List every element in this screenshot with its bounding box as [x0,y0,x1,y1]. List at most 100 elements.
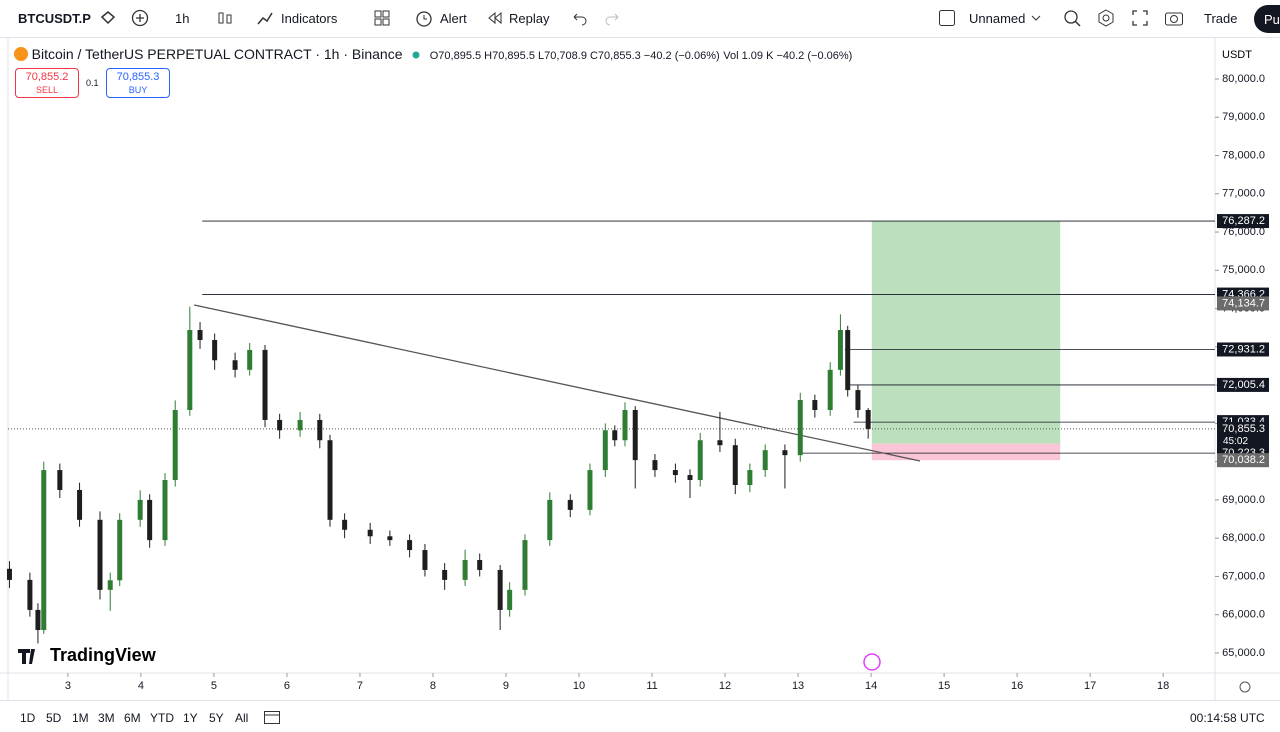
stop-label: 70,038.2 [1222,454,1265,466]
candle-body [812,400,818,410]
candle-body [97,519,103,590]
candle-body [367,529,373,537]
ohlc: O70,895.5 H70,895.5 L70,708.9 C70,855.3 … [429,50,720,62]
candle-body [107,580,113,590]
candle-body [317,419,323,441]
icon[interactable] [938,9,956,27]
interval[interactable]: 1h [175,11,190,26]
candle-body [422,550,428,570]
symbol[interactable]: BTCUSDT.P [18,11,91,26]
x-tick-label: 9 [503,680,509,692]
range-button[interactable]: All [235,711,249,725]
candle-body [6,568,12,580]
candle-body [387,536,393,541]
icon[interactable] [486,9,504,27]
range-button[interactable]: 3M [98,711,115,725]
x-tick-label: 18 [1157,680,1169,692]
candle-body [717,440,723,446]
date-range-icon[interactable] [263,709,281,725]
candle-body [652,460,658,471]
icon[interactable] [256,9,274,27]
bottom-bar: 1D 5D 1M 3M 6M YTD 1Y 5Y All 00:14:58 UTC [0,700,1280,731]
buy-button[interactable]: 70,855.3 BUY [106,68,170,98]
x-tick-label: 13 [792,680,804,692]
replay[interactable]: Replay [509,11,550,26]
x-tick-label: 7 [357,680,363,692]
y-tick-label: 77,000.0 [1222,188,1265,200]
range-button[interactable]: 6M [124,711,141,725]
settings-icon[interactable] [1239,681,1251,693]
x-tick-label: 12 [719,680,731,692]
range-button[interactable]: 1Y [183,711,198,725]
candle-body [567,499,573,510]
candle-body [477,559,483,570]
range-button[interactable]: 1M [72,711,89,725]
candle-body [687,475,693,481]
range-button[interactable]: 1D [20,711,36,725]
candle-body [35,609,41,631]
event-icon[interactable] [863,653,881,671]
candle-body [587,470,593,510]
y-tick-label: 67,000.0 [1222,570,1265,582]
candle-body [262,349,268,420]
candle-body [297,419,303,431]
sell-price: 70,855.2 [25,71,69,83]
icon[interactable] [1030,9,1042,27]
candle-body [672,470,678,476]
candle-body [497,569,503,610]
candle-body [327,440,333,520]
icon [605,13,619,26]
candle-body [697,440,703,481]
range-button[interactable]: 5Y [209,711,224,725]
range-button[interactable]: YTD [150,711,174,725]
icon[interactable] [373,9,391,27]
candle-body [507,589,513,610]
candle-body [277,419,283,431]
candle-body [147,499,153,541]
candle-body [137,499,143,520]
candle-body [747,470,753,485]
price-line-label-bg [1217,377,1269,392]
range-button[interactable]: 5D [46,711,62,725]
candle-body [41,470,47,631]
candle-body [837,330,843,370]
candle-body [57,470,63,490]
y-tick-label: 80,000.0 [1222,73,1265,85]
publish-button[interactable]: Pub [1254,5,1280,33]
price-line-label: 72,005.4 [1222,379,1265,391]
legend-title: Bitcoin / TetherUS PERPETUAL CONTRACT · … [31,46,403,62]
trade-button[interactable]: Trade [1204,11,1238,26]
y-tick-label: 69,000.0 [1222,494,1265,506]
candle-body [797,400,803,456]
icon[interactable] [1063,9,1081,27]
chart: USDT TradingView 65,000.0 66,000.0 67,000.… [0,38,1280,700]
sell-button[interactable]: 70,855.2 SELL [15,68,79,98]
x-tick-label: 6 [284,680,290,692]
x-tick-label: 17 [1084,680,1096,692]
icon[interactable] [570,9,588,27]
toolbar: BTCUSDT.P 1h Indicators Alert Replay Unn… [0,0,1280,38]
icon[interactable] [216,9,234,27]
x-tick-label: 11 [646,680,657,692]
trendline [194,304,921,462]
x-tick-label: 3 [65,680,71,692]
x-tick-label: 15 [938,680,950,692]
sell-label: SELL [35,85,59,95]
layout-name[interactable]: Unnamed [969,11,1026,26]
alert[interactable]: Alert [440,11,467,26]
icon[interactable] [100,9,116,27]
icon[interactable] [415,9,433,27]
icon[interactable] [131,9,149,27]
candle-body [197,330,203,340]
candle-body [732,445,738,485]
icon[interactable] [1131,9,1149,27]
icon[interactable] [1164,9,1184,27]
price-line-label-bg [1217,342,1269,357]
price-line-label-bg [1217,214,1269,229]
watermark: TradingView [50,645,157,665]
candle-body [117,519,123,581]
icon[interactable] [1097,9,1115,27]
buy-price: 70,855.3 [116,71,160,83]
indicators[interactable]: Indicators [281,11,338,26]
